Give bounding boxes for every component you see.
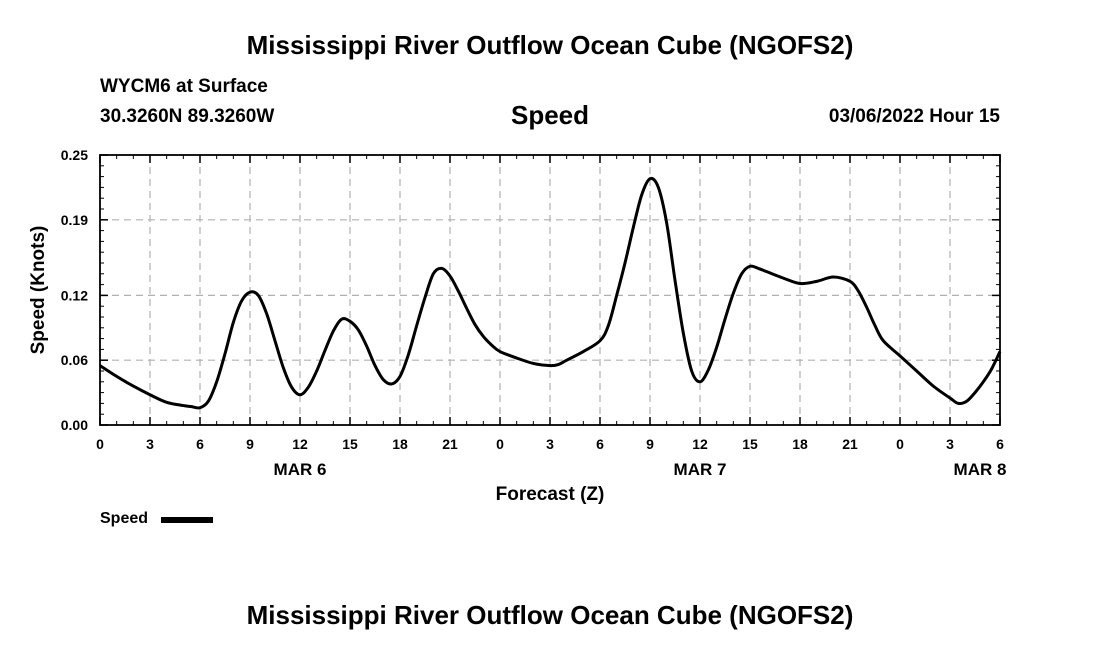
x-tick-label: 0	[896, 436, 904, 452]
x-tick-label: 0	[96, 436, 104, 452]
x-tick-label: 6	[996, 436, 1004, 452]
y-tick-label: 0.19	[61, 212, 88, 228]
footer-title: Mississippi River Outflow Ocean Cube (NG…	[246, 600, 854, 630]
x-axis-label: Forecast (Z)	[496, 484, 605, 505]
plot-frame	[99, 154, 1001, 426]
day-label: MAR 7	[674, 460, 727, 479]
station-label: WYCM6 at Surface	[100, 76, 268, 97]
forecast-date: 03/06/2022 Hour 15	[828, 106, 1000, 127]
variable-title: Speed	[510, 100, 590, 130]
x-tick-label: 18	[792, 436, 808, 452]
x-tick-label: 9	[646, 436, 654, 452]
x-tick-label: 21	[442, 436, 458, 452]
x-tick-label: 12	[292, 436, 308, 452]
x-tick-label: 18	[392, 436, 408, 452]
series-line-speed	[99, 176, 1002, 410]
y-tick-label: 0.12	[61, 287, 88, 303]
legend-line-swatch	[161, 517, 213, 523]
x-tick-label: 15	[342, 436, 358, 452]
x-tick-label: 12	[692, 436, 708, 452]
x-tick-label: 6	[596, 436, 604, 452]
legend-label: Speed	[100, 510, 149, 527]
y-tick-label: 0.06	[61, 352, 88, 368]
chart-title: Mississippi River Outflow Ocean Cube (NG…	[246, 30, 854, 60]
x-tick-label: 6	[196, 436, 204, 452]
y-axis-label: Speed (Knots)	[28, 226, 49, 355]
x-tick-label: 3	[146, 436, 154, 452]
day-label: MAR 6	[274, 460, 327, 479]
x-tick-label: 15	[742, 436, 758, 452]
day-label: MAR 8	[954, 460, 1007, 479]
y-tick-label: 0.00	[61, 417, 88, 433]
x-tick-label: 0	[496, 436, 504, 452]
station-coordinates: 30.3260N 89.3260W	[100, 106, 275, 127]
x-tick-label: 9	[246, 436, 254, 452]
x-tick-label: 21	[842, 436, 858, 452]
y-tick-label: 0.25	[61, 147, 88, 163]
x-tick-label: 3	[546, 436, 554, 452]
x-tick-label: 3	[946, 436, 954, 452]
